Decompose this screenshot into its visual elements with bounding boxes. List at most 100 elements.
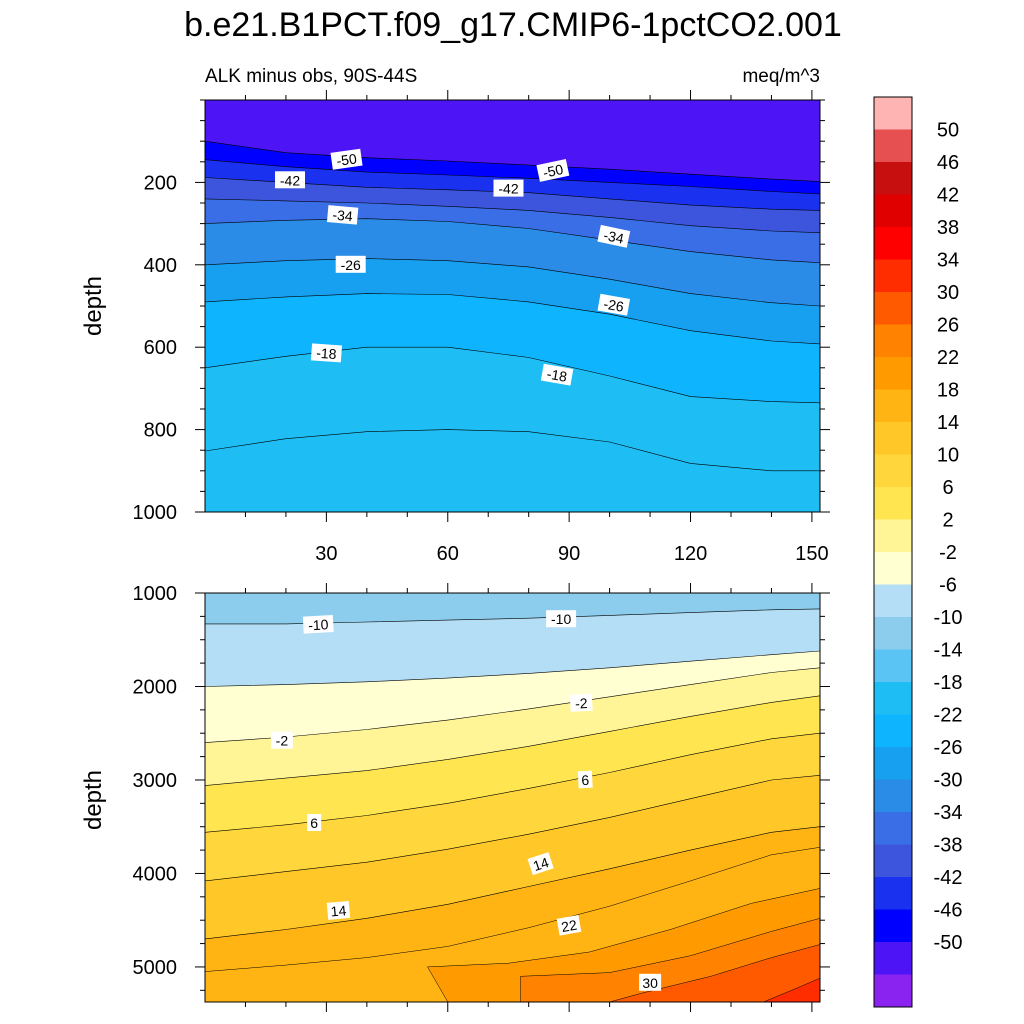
- y-tick-label: 3000: [133, 770, 178, 792]
- y-tick-label: 1000: [133, 502, 178, 524]
- colorbar-label: -38: [934, 835, 963, 857]
- contour-line: [205, 140, 820, 182]
- contour-label: -50: [330, 148, 363, 170]
- colorbar-box: [874, 617, 912, 650]
- colorbar-box: [874, 324, 912, 358]
- contour-label: -2: [270, 731, 293, 749]
- colorbar-box: [874, 844, 912, 878]
- colorbar-box: [874, 584, 912, 618]
- contour-label: 14: [527, 852, 554, 876]
- colorbar-label: 6: [942, 477, 953, 499]
- colorbar-box: [874, 259, 912, 293]
- colorbar-box: [874, 292, 912, 325]
- colorbar-box: [874, 357, 912, 390]
- upper-panel-units: meq/m^3: [742, 66, 820, 87]
- contour-label: -18: [310, 343, 342, 363]
- y-tick-label: 600: [144, 337, 177, 359]
- contour-line: [205, 159, 820, 195]
- colorbar-box: [874, 747, 912, 780]
- contour-label: -10: [302, 615, 334, 634]
- colorbar-label: 46: [937, 152, 959, 174]
- colorbar-box: [874, 812, 912, 845]
- colorbar-label: 34: [937, 250, 959, 272]
- x-tick-label: 150: [795, 543, 828, 565]
- lower-panel: -10 -10 -2 -2 6 6 14 14 22 30 1000 2000 3000 4000 5000…: [80, 583, 830, 1012]
- x-tick-label: 60: [437, 543, 459, 565]
- svg-text:6: 6: [310, 815, 318, 831]
- contour-band: [205, 95, 820, 100]
- colorbar-label: 18: [937, 380, 959, 402]
- colorbar-box: [874, 227, 912, 260]
- svg-text:-2: -2: [575, 695, 588, 712]
- colorbar-box: [874, 454, 912, 488]
- colorbar-label: 30: [937, 282, 959, 304]
- colorbar-box: [874, 422, 912, 455]
- svg-text:-42: -42: [280, 172, 300, 188]
- colorbar-label: -26: [934, 737, 963, 759]
- colorbar-box: [874, 552, 912, 585]
- svg-text:-42: -42: [498, 181, 518, 197]
- contour-band: [609, 944, 820, 1002]
- colorbar-box: [874, 97, 912, 130]
- colorbar-box: [874, 519, 912, 553]
- colorbar-label: -10: [934, 607, 963, 629]
- colorbar-label: 10: [937, 445, 959, 467]
- colorbar-label: 2: [942, 510, 953, 532]
- colorbar-box: [874, 649, 912, 683]
- svg-text:-34: -34: [602, 227, 625, 247]
- contour-line: [205, 775, 820, 882]
- colorbar-label: 26: [937, 315, 959, 337]
- plot-frame: [204, 592, 821, 1003]
- svg-text:14: 14: [330, 902, 347, 919]
- contour-label: -34: [326, 205, 359, 225]
- colorbar-label: -18: [934, 672, 963, 694]
- svg-text:6: 6: [581, 772, 590, 788]
- svg-text:-18: -18: [316, 345, 338, 362]
- colorbar-label: 50: [937, 120, 959, 142]
- svg-text:-26: -26: [341, 257, 361, 273]
- x-tick-label: 30: [315, 543, 337, 565]
- colorbar-box: [874, 194, 912, 228]
- colorbar-box: [874, 779, 912, 813]
- contour-label: 6: [307, 814, 322, 831]
- colorbar: 50 46 42 38 34 30 26 22 18 14 10 6 2 -2 -6 -10 -14 -18 -22…: [873, 96, 963, 1008]
- y-tick-label: 5000: [133, 957, 178, 979]
- contour-label: 14: [326, 900, 351, 920]
- colorbar-box: [874, 714, 912, 748]
- svg-text:14: 14: [531, 854, 551, 874]
- contour-label: -34: [597, 224, 631, 248]
- contour-label: -26: [335, 255, 366, 273]
- colorbar-box: [874, 909, 912, 943]
- colorbar-box: [874, 974, 912, 1008]
- contour-band: [205, 593, 820, 624]
- contour-band: [205, 100, 820, 182]
- svg-text:30: 30: [642, 975, 658, 991]
- contour-line: [205, 293, 820, 345]
- svg-text:22: 22: [560, 917, 578, 935]
- colorbar-label: 14: [937, 412, 959, 434]
- contour-line: [205, 667, 820, 743]
- colorbar-label: -6: [939, 575, 957, 597]
- svg-text:-2: -2: [276, 733, 289, 749]
- colorbar-label: -2: [939, 542, 957, 564]
- contour-label: 30: [639, 973, 662, 991]
- contour-label: -42: [275, 171, 305, 189]
- svg-text:-10: -10: [308, 616, 329, 633]
- colorbar-label: -50: [934, 932, 963, 954]
- colorbar-label: -14: [934, 640, 963, 662]
- contour-line: [205, 650, 820, 687]
- y-axis-label: depth: [80, 770, 107, 830]
- contour-label: -42: [493, 179, 524, 197]
- contour-label: -26: [597, 293, 631, 316]
- y-tick-label: 4000: [133, 863, 178, 885]
- colorbar-box: [874, 389, 912, 423]
- svg-text:-26: -26: [602, 296, 625, 315]
- y-tick-label: 800: [144, 420, 177, 442]
- y-axis-label: depth: [80, 276, 107, 336]
- colorbar-box: [874, 682, 912, 715]
- figure-title: b.e21.B1PCT.f09_g17.CMIP6-1pctCO2.001: [184, 6, 842, 44]
- svg-text:-18: -18: [546, 366, 569, 385]
- svg-text:-50: -50: [541, 161, 564, 181]
- x-tick-label: 120: [674, 543, 707, 565]
- contour-fill-group: [205, 593, 820, 1002]
